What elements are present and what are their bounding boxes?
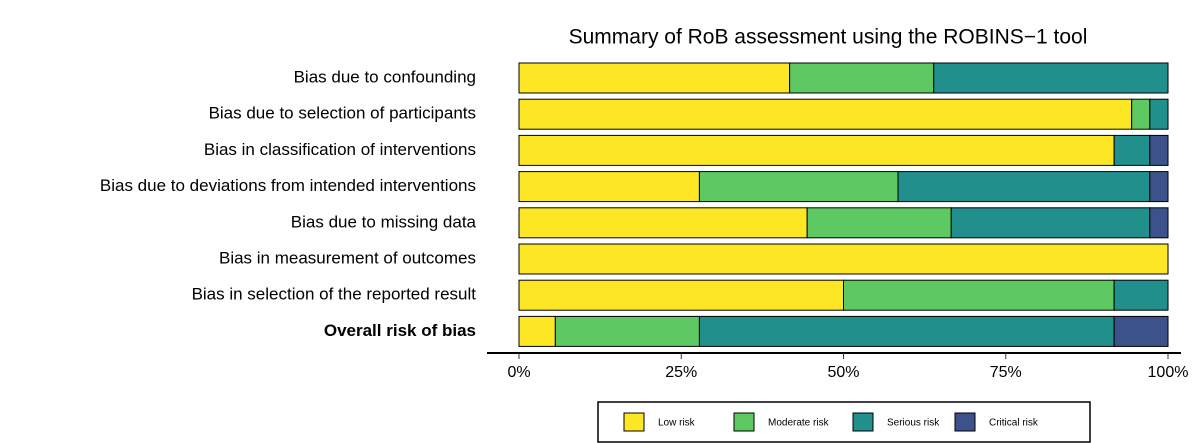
bar-segment: [518, 315, 556, 347]
bar-segment: [554, 315, 700, 347]
legend-label: Critical risk: [989, 418, 1039, 429]
bar-segment: [698, 315, 1115, 347]
legend-label: Serious risk: [887, 418, 940, 429]
legend-label: Low risk: [658, 418, 696, 429]
bar-segment: [518, 243, 1169, 275]
legend: Low risk Moderate risk Serious risk Critica…: [597, 401, 1091, 443]
bar-segment: [1149, 171, 1169, 203]
y-tick-label: Bias due to missing data: [291, 212, 477, 231]
y-tick-label: Bias due to confounding: [294, 67, 476, 86]
x-tick-label: 75%: [990, 364, 1022, 381]
legend-swatch: [954, 412, 976, 432]
legend-swatch: [623, 412, 645, 432]
x-tick-label: 50%: [827, 364, 859, 381]
legend-swatch: [733, 412, 755, 432]
y-tick-label: Bias due to selection of participants: [209, 104, 476, 123]
bar-segment: [806, 207, 952, 239]
bar-segment: [1113, 315, 1169, 347]
bar-segment: [518, 171, 700, 203]
legend-label: Moderate risk: [768, 418, 830, 429]
y-tick-label: Bias in classification of interventions: [204, 140, 476, 159]
bar-segment: [1149, 98, 1169, 130]
bar-segment: [518, 134, 1115, 166]
y-tick-label: Bias in measurement of outcomes: [219, 248, 476, 267]
bar-segment: [789, 62, 935, 94]
bar-segment: [933, 62, 1169, 94]
bar-segment: [518, 62, 791, 94]
bar-segment: [1131, 98, 1151, 130]
bar-segment: [1113, 279, 1169, 311]
bar-segment: [1113, 134, 1151, 166]
bar-segment: [698, 171, 899, 203]
bar-segment: [518, 207, 808, 239]
bar-segment: [518, 279, 844, 311]
bar-segment: [950, 207, 1151, 239]
bar-segment: [1149, 134, 1169, 166]
y-tick-label: Bias due to deviations from intended int…: [100, 176, 476, 195]
chart-title: Summary of RoB assessment using the ROBI…: [569, 26, 1088, 49]
bar-segment: [1149, 207, 1169, 239]
bar-segment: [518, 98, 1133, 130]
x-tick-label: 100%: [1148, 364, 1189, 381]
bar-segment: [843, 279, 1115, 311]
y-tick-label: Overall risk of bias: [324, 321, 476, 340]
bar-segment: [897, 171, 1151, 203]
legend-swatch: [852, 412, 874, 432]
legend-box: [597, 401, 1091, 443]
x-tick-label: 25%: [665, 364, 697, 381]
y-tick-label: Bias in selection of the reported result: [192, 285, 477, 304]
x-tick-label: 0%: [507, 364, 530, 381]
